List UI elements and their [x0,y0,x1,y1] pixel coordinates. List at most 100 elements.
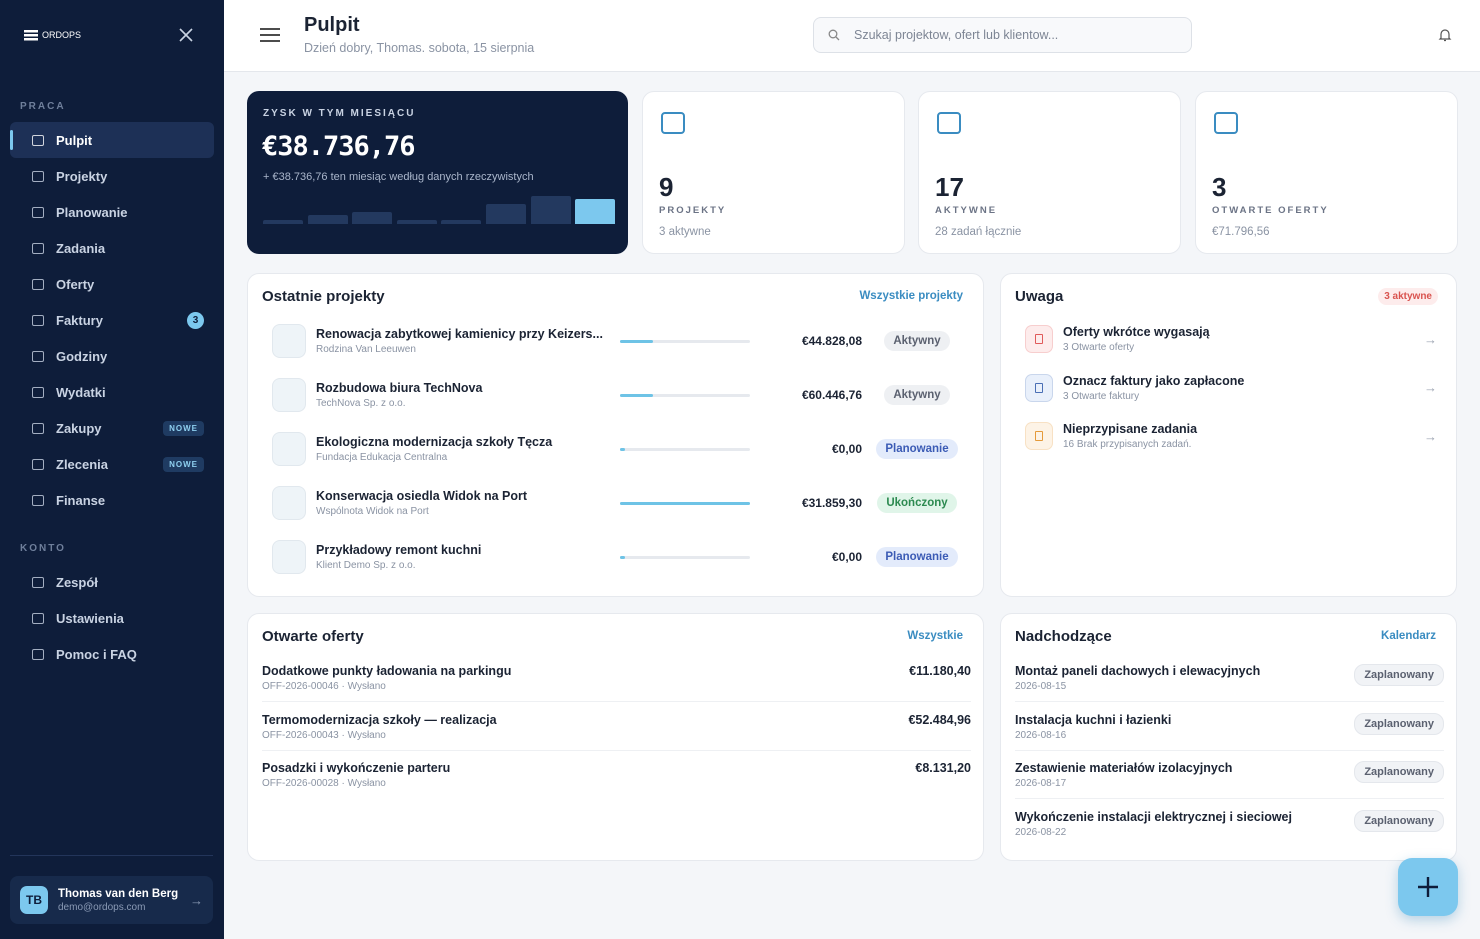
upcoming-row[interactable]: Montaż paneli dachowych i elewacyjnych 20… [1015,662,1444,702]
attention-item[interactable]: Oferty wkrótce wygasają 3 Otwarte oferty → [1025,324,1437,354]
project-icon [272,324,306,358]
nav-item[interactable]: Zakupy NOWE [10,410,214,446]
nav-icon [32,170,44,182]
panel-link[interactable]: Kalendarz [1381,630,1436,642]
upcoming-row[interactable]: Wykończenie instalacji elektrycznej i si… [1015,808,1444,848]
offer-name: Termomodernizacja szkoły — realizacja [262,712,497,727]
trend-bar [307,215,348,224]
avatar: TB [20,886,48,914]
stat-note: €71.796,56 [1212,226,1270,238]
nav-icon [32,350,44,362]
nav-item[interactable]: Wydatki [10,374,214,410]
project-text: Rozbudowa biura TechNova TechNova Sp. z o… [316,381,610,409]
add-button[interactable] [1398,858,1458,916]
arrow: → [1424,428,1437,444]
profit-label: ZYSK W TYM MIESIĄCU [263,108,416,119]
project-row[interactable]: Przykładowy remont kuchni Klient Demo Sp.… [272,538,972,576]
nav-badge: NOWE [163,456,204,472]
logout-icon: → [190,892,203,908]
project-row[interactable]: Konserwacja osiedla Widok na Port Wspólno… [272,484,972,522]
nav-item[interactable]: Oferty [10,266,214,302]
stat-note: 28 zadań łącznie [935,226,1022,238]
project-name: Przykładowy remont kuchni [316,543,482,557]
nav-item[interactable]: Ustawienia [10,600,214,636]
offer-amount: €52.484,96 [908,712,971,727]
project-row[interactable]: Rozbudowa biura TechNova TechNova Sp. z o… [272,376,972,414]
nav-item[interactable]: Zadania [10,230,214,266]
project-row[interactable]: Ekologiczna modernizacja szkoły Tęcza Fun… [272,430,972,468]
sidebar: ORDOPS PRACA Pulpit Projekty Planowanie Zada… [0,0,224,939]
project-client: Fundacja Edukacja Centralna [316,452,448,463]
nav-icon [32,242,44,254]
attention: Uwaga 3 aktywne Oferty wkrótce wygasają 3 O… [1000,273,1457,597]
offer-text: Dodatkowe punkty ładowania na parkingu OF… [262,664,511,692]
offer-row[interactable]: Dodatkowe punkty ładowania na parkingu OF… [262,662,971,702]
status-badge: Zaplanowany [1354,761,1444,783]
project-text: Konserwacja osiedla Widok na Port Wspólno… [316,489,610,517]
stat-label: PROJEKTY [659,205,727,216]
notifications[interactable] [1438,28,1452,42]
search-icon [828,29,840,41]
logo: ORDOPS [24,27,81,43]
trend-bar [263,220,303,224]
nav-icon [32,648,44,660]
nav-item[interactable]: Finanse [10,482,214,518]
stat-card: 17 AKTYWNE 28 zadań łącznie [918,91,1181,254]
stat-label: OTWARTE OFERTY [1212,205,1329,216]
nav-label: Ustawienia [56,610,124,626]
upcoming-name: Zestawienie materiałów izolacyjnych [1015,761,1233,775]
status-badge: Aktywny [884,331,950,351]
nav-icon [32,494,44,506]
offer-row[interactable]: Posadzki i wykończenie parteru OFF-2026-0… [262,759,971,799]
nav-label: Faktury [56,312,103,328]
panel-link[interactable]: Wszystkie [907,630,963,642]
nav-section-title: KONTO [20,543,66,554]
nav-item[interactable]: Godziny [10,338,214,374]
nav-item[interactable]: Pomoc i FAQ [10,636,214,672]
attention-icon [1025,422,1053,450]
upcoming-date: 2026-08-15 [1015,681,1067,692]
attention-item[interactable]: Nieprzypisane zadania 16 Brak przypisanyc… [1025,421,1437,451]
menu-button[interactable] [260,27,280,43]
progress-bar [620,393,653,397]
search-box[interactable]: Szukaj projektow, ofert lub klientow... [813,17,1192,53]
status-cell: Ukończony [862,493,972,513]
close-button[interactable] [179,28,193,42]
project-row[interactable]: Renowacja zabytkowej kamienicy przy Keiz… [272,322,972,360]
trend-bar [352,212,393,224]
panel-title: Nadchodzące [1015,628,1112,645]
attention-item[interactable]: Oznacz faktury jako zapłacone 3 Otwarte f… [1025,373,1437,403]
offer-row[interactable]: Termomodernizacja szkoły — realizacja OFF… [262,711,971,751]
stat-icon [1214,112,1238,134]
nav-item[interactable]: Faktury 3 [10,302,214,338]
progress-track [620,555,750,559]
attention-icon [1025,373,1053,402]
status-cell: Planowanie [862,547,972,567]
nav-item[interactable]: Pulpit [10,122,214,158]
offer-meta: OFF-2026-00028 · Wysłano [262,778,386,789]
user-card[interactable]: TB Thomas van den Berg demo@ordops.com → [10,876,213,924]
recent-projects: Ostatnie projekty Wszystkie projekty Renow… [247,273,984,597]
panel-link[interactable]: Wszystkie projekty [859,290,963,302]
nav-item[interactable]: Zlecenia NOWE [10,446,214,482]
project-client: TechNova Sp. z o.o. [316,398,406,409]
nav-item[interactable]: Projekty [10,158,214,194]
trend-bar [575,199,616,224]
nav-label: Zakupy [56,420,102,436]
progress-track [620,447,750,451]
stat-value: 17 [935,172,964,202]
nav-item[interactable]: Planowanie [10,194,214,230]
progress-bar [620,555,626,559]
upcoming-row[interactable]: Instalacja kuchni i łazienki 2026-08-16 Za… [1015,711,1444,751]
profit-note: + €38.736,76 ten miesiąc według danych r… [263,171,534,183]
nav-icon [32,386,44,398]
stat-icon [661,112,685,134]
offer-amount: €11.180,40 [909,664,971,678]
user-email: demo@ordops.com [58,901,146,913]
progress-bar [620,501,750,505]
nav-item[interactable]: Zespół [10,564,214,600]
upcoming-row[interactable]: Zestawienie materiałów izolacyjnych 2026-… [1015,759,1444,799]
project-name: Ekologiczna modernizacja szkoły Tęcza [316,435,553,449]
upcoming: Nadchodzące Kalendarz Montaż paneli dachow… [1000,613,1457,861]
upcoming-name: Montaż paneli dachowych i elewacyjnych [1015,664,1261,678]
